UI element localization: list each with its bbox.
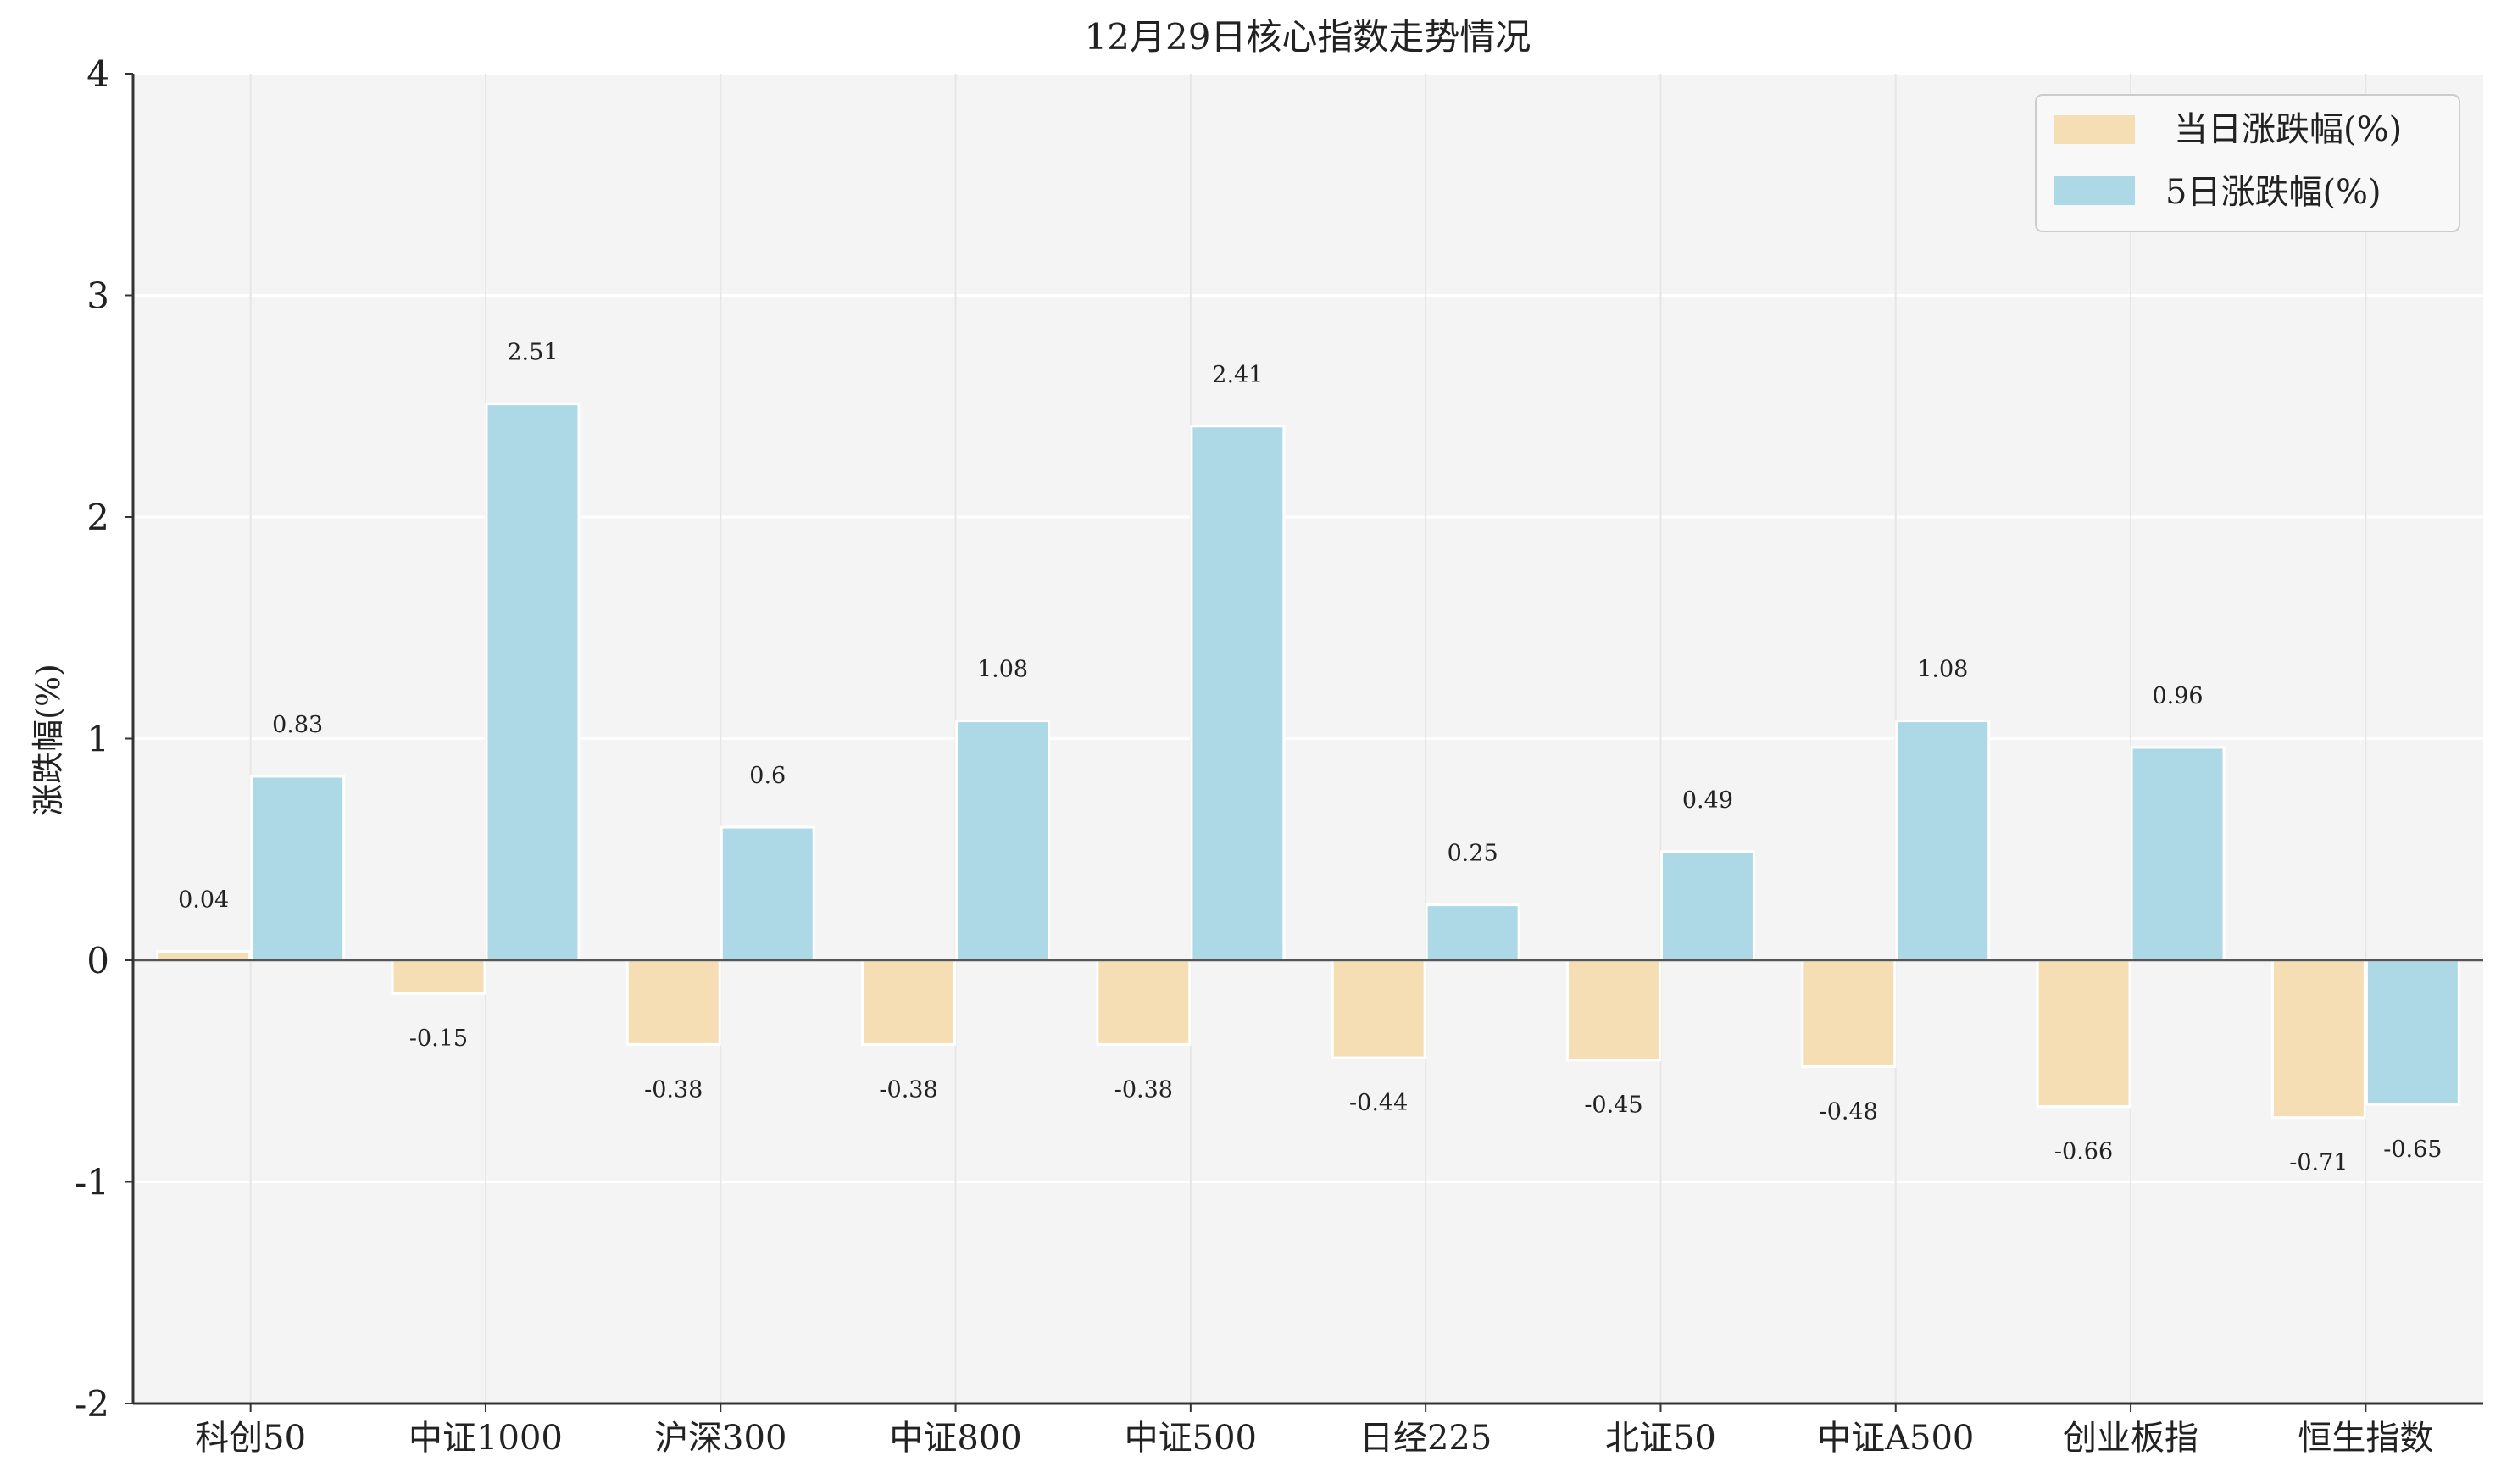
y-tick-label: 4 (86, 53, 109, 95)
x-tick-label: 科创50 (195, 1419, 306, 1458)
legend-label-daily: 当日涨跌幅(%) (2174, 110, 2402, 149)
bar-daily-8 (2036, 959, 2131, 1109)
x-tick-label: 创业板指 (2063, 1419, 2198, 1458)
bar-daily-0 (156, 950, 252, 962)
x-tick-label: 中证A500 (1817, 1419, 1974, 1458)
y-tick-label: 1 (86, 719, 109, 760)
bar-5day-1 (485, 403, 581, 962)
x-tick-label: 沪深300 (654, 1419, 786, 1458)
data-label-5day-7: 1.08 (1917, 657, 1968, 683)
bar-daily-7 (1801, 959, 1897, 1069)
data-label-daily-4: -0.38 (1114, 1076, 1173, 1103)
legend-swatch-daily (2054, 115, 2135, 144)
bar-5day-3 (955, 720, 1051, 962)
data-label-5day-2: 0.6 (749, 763, 786, 789)
bar-5day-2 (720, 825, 815, 962)
x-tick-label: 中证500 (1125, 1419, 1257, 1458)
data-labels: 0.04 0.83 -0.15 2.51 -0.38 0.6 -0.38 1.08 -0.38 2… (178, 340, 2442, 1176)
bar-5day-5 (1425, 903, 1520, 962)
bar-5day-0 (250, 775, 346, 962)
data-label-5day-0: 0.83 (272, 712, 323, 738)
data-label-daily-2: -0.38 (644, 1076, 703, 1103)
x-tick-label: 中证800 (889, 1419, 1021, 1458)
bar-daily-6 (1565, 959, 1661, 1062)
data-label-5day-5: 0.25 (1448, 841, 1498, 867)
bar-5day-6 (1659, 850, 1755, 962)
chart-title: 12月29日核心指数走势情况 (1085, 16, 1531, 58)
data-label-daily-5: -0.44 (1349, 1090, 1408, 1116)
bar-5day-8 (2130, 746, 2226, 962)
data-label-5day-6: 0.49 (1682, 787, 1733, 814)
data-label-daily-0: 0.04 (178, 887, 229, 914)
bar-daily-4 (1096, 959, 1192, 1046)
y-tick-label: -1 (75, 1162, 109, 1203)
bar-5day-4 (1190, 425, 1286, 962)
bar-daily-2 (625, 959, 721, 1046)
legend-box (2035, 94, 2460, 232)
y-tick-label: 3 (86, 275, 109, 317)
bar-daily-9 (2270, 959, 2366, 1120)
data-label-daily-6: -0.45 (1584, 1092, 1642, 1119)
legend-swatch-5day (2054, 176, 2135, 205)
data-label-5day-3: 1.08 (977, 657, 1028, 683)
y-tick-label: 0 (86, 940, 109, 981)
y-tick-label: 2 (86, 497, 109, 538)
x-tick-label: 恒生指数 (2298, 1419, 2433, 1458)
data-label-daily-3: -0.38 (879, 1076, 937, 1103)
y-axis-label: 涨跌幅(%) (30, 664, 67, 816)
y-ticks: -2 -1 0 1 2 3 4 (75, 53, 133, 1425)
legend: 当日涨跌幅(%) 5日涨跌幅(%) (2035, 94, 2460, 232)
bar-5day-7 (1895, 720, 1991, 962)
data-label-daily-1: -0.15 (409, 1025, 468, 1052)
data-label-5day-4: 2.41 (1212, 362, 1263, 388)
y-tick-label: -2 (75, 1383, 109, 1425)
legend-label-5day: 5日涨跌幅(%) (2165, 173, 2382, 212)
data-label-5day-8: 0.96 (2152, 683, 2203, 709)
data-label-5day-1: 2.51 (507, 340, 558, 366)
data-label-daily-8: -0.66 (2054, 1139, 2113, 1165)
bar-5day-9 (2365, 959, 2460, 1106)
bar-daily-5 (1331, 959, 1426, 1059)
x-tick-label: 日经225 (1359, 1419, 1492, 1458)
x-ticks: 科创50 中证1000 沪深300 中证800 中证500 日经225 北证50 中证A500… (195, 1403, 2433, 1458)
data-label-daily-9: -0.71 (2289, 1150, 2348, 1176)
x-tick-label: 北证50 (1605, 1419, 1716, 1458)
data-label-daily-7: -0.48 (1820, 1099, 1878, 1126)
bars (156, 403, 2460, 1120)
x-tick-label: 中证1000 (408, 1419, 563, 1458)
bar-daily-3 (861, 959, 957, 1046)
bar-daily-1 (391, 959, 486, 995)
data-label-5day-9: -0.65 (2383, 1137, 2442, 1163)
